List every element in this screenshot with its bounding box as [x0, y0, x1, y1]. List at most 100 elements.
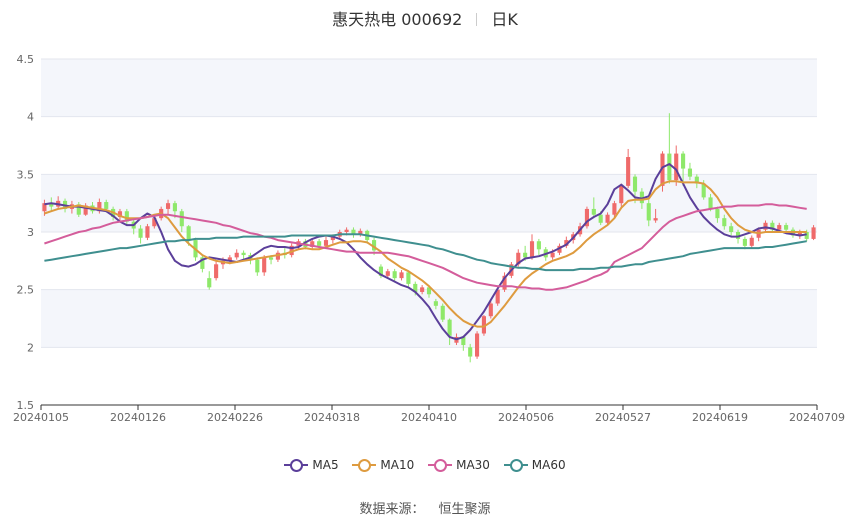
grid-band [41, 59, 817, 117]
data-source-label: 数据来源： [359, 502, 425, 517]
candle-body [749, 237, 754, 246]
y-tick-label: 4.5 [17, 53, 35, 66]
legend-swatch-ma5 [284, 458, 309, 472]
candle-body [811, 227, 816, 239]
legend-swatch-ma30 [428, 458, 453, 472]
candle-body [626, 157, 631, 186]
x-tick-label: 20240410 [401, 411, 457, 424]
candle-body [742, 238, 747, 246]
candle-body [777, 225, 782, 230]
series-line-ma5 [44, 163, 807, 341]
data-source-value: 恒生聚源 [438, 502, 491, 517]
candle-body [207, 278, 212, 288]
legend-label-ma10: MA10 [380, 458, 415, 472]
chart-title-stock: 惠天热电 000692 [332, 10, 463, 29]
candle-body [722, 218, 727, 227]
candle-body [214, 264, 219, 279]
candle-body [104, 202, 109, 209]
candle-body [475, 333, 480, 357]
data-source: 数据来源： 恒生聚源 [0, 498, 850, 517]
candle-body [426, 287, 432, 295]
candle-body [468, 347, 473, 357]
series-line-ma60 [44, 233, 807, 272]
candle-body [275, 252, 280, 260]
legend-item-ma30[interactable]: MA30 [428, 458, 490, 472]
candle-body [351, 229, 356, 235]
x-tick-label: 20240226 [207, 411, 263, 424]
x-tick-label: 20240105 [13, 411, 69, 424]
candle-body [378, 266, 383, 276]
candle-body [344, 229, 349, 232]
legend-item-ma10[interactable]: MA10 [352, 458, 414, 472]
title-separator [476, 13, 478, 26]
legend-item-ma60[interactable]: MA60 [503, 458, 566, 472]
candle-body [529, 241, 535, 258]
candle-body [49, 203, 54, 207]
candle-body [784, 225, 789, 230]
candle-body [323, 240, 329, 246]
x-tick-label: 20240619 [692, 411, 748, 424]
candle-body [255, 259, 260, 273]
candle-body [701, 183, 706, 198]
candle-body [687, 168, 693, 177]
candle-body [646, 203, 651, 221]
candle-body [117, 211, 123, 218]
candle-body [715, 208, 720, 219]
legend-label-ma5: MA5 [312, 458, 339, 472]
x-tick-label: 20240126 [110, 411, 166, 424]
x-tick-label: 20240709 [789, 411, 845, 424]
candle-body [372, 240, 377, 251]
y-tick-label: 4 [27, 111, 34, 124]
candle-body [385, 271, 390, 276]
legend-swatch-ma60 [503, 458, 528, 472]
candle-body [447, 319, 452, 336]
candle-body [653, 218, 658, 221]
candle-body [681, 153, 686, 169]
chart-title: 惠天热电 000692 日K [0, 6, 850, 30]
candle-body [440, 305, 445, 320]
candle-body [145, 226, 150, 238]
candle-body [536, 241, 541, 250]
candle-body [172, 203, 177, 212]
candle-body [674, 153, 679, 181]
candle-body [584, 208, 590, 227]
candle-body [770, 222, 775, 230]
legend-item-ma5[interactable]: MA5 [284, 458, 339, 472]
candle-body [632, 176, 638, 192]
candle-body [124, 211, 129, 222]
candle-body [660, 153, 665, 186]
candle-body [179, 211, 184, 227]
candle-body [234, 252, 239, 258]
candle-body [97, 202, 102, 212]
candle-body [138, 228, 143, 238]
y-tick-label: 3 [27, 226, 34, 239]
candle-body [461, 336, 466, 346]
candle-body [358, 230, 363, 235]
candle-body [42, 203, 47, 212]
series-line-ma30 [44, 203, 807, 291]
candle-body [317, 241, 322, 246]
candle-body [165, 203, 171, 209]
series-line-ma10 [44, 180, 807, 328]
candle-body [268, 257, 274, 260]
candle-body [289, 245, 294, 256]
candle-body [763, 222, 768, 230]
candle-body [550, 252, 555, 258]
candle-body [495, 289, 500, 304]
candle-body [392, 271, 397, 279]
candle-body [502, 275, 507, 290]
y-tick-label: 2.5 [17, 284, 35, 297]
candle-body [330, 236, 335, 241]
candle-body [605, 214, 610, 223]
candle-body [310, 241, 315, 247]
candle-body [262, 257, 267, 273]
candle-body [399, 272, 404, 279]
candle-body [694, 176, 699, 184]
candle-body [227, 257, 232, 261]
candle-body [557, 245, 562, 253]
candle-body [735, 232, 741, 239]
candle-body [804, 232, 809, 239]
candle-body [516, 252, 521, 265]
candlestick-chart: 1.5 2 2.5 3 3.5 4 4.5 20240105 20240126 20240226 2… [13, 53, 845, 424]
candle-body [591, 208, 596, 215]
